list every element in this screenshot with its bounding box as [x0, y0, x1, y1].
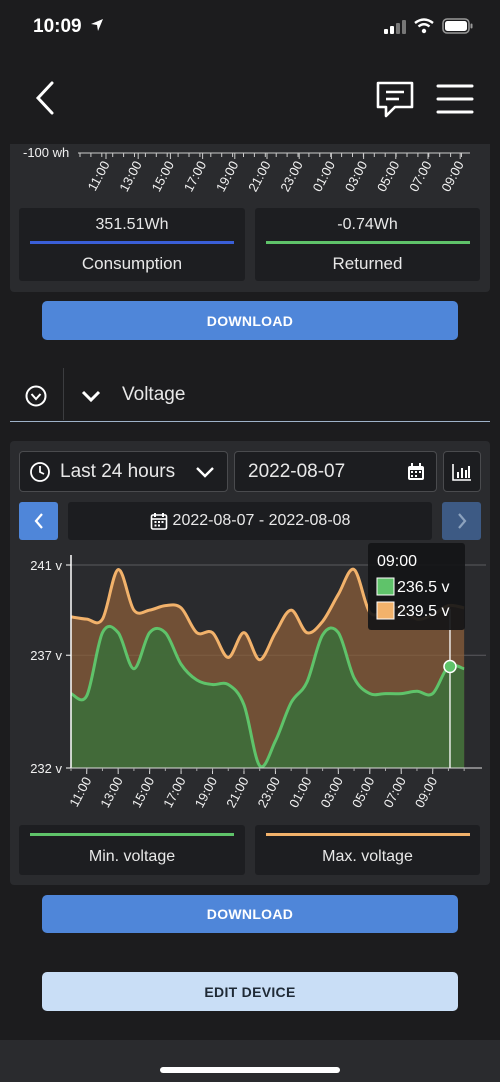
x-tick-label: 09:00 [412, 774, 441, 810]
voltage-collapse-button[interactable] [78, 378, 104, 414]
x-tick-label: 13:00 [97, 774, 126, 810]
y-tick-label: 237 v [30, 648, 62, 663]
chevron-down-icon [81, 390, 101, 403]
x-tick-label: 19:00 [192, 774, 221, 810]
legend-min-line [30, 833, 234, 836]
min-voltage-area [71, 626, 465, 768]
menu-button[interactable] [434, 78, 476, 120]
legend-max-voltage[interactable]: Max. voltage [255, 825, 480, 875]
consumption-value: 351.51Wh [95, 216, 169, 233]
energy-x-tick-label: 15:00 [149, 158, 178, 194]
wifi-icon [414, 18, 434, 34]
voltage-chart[interactable]: 241 v 237 v 232 v 11:00 13:00 15:00 17:00 19:0… [10, 541, 490, 821]
message-icon [376, 81, 414, 118]
calendar-icon [150, 513, 167, 530]
chevron-right-icon [457, 513, 466, 529]
previous-period-button[interactable] [19, 502, 58, 540]
date-range-display: 2022-08-07 - 2022-08-08 [68, 502, 432, 540]
next-period-button[interactable] [442, 502, 481, 540]
energy-download-button[interactable]: DOWNLOAD [42, 301, 458, 340]
hover-point [443, 659, 457, 674]
date-input-value: 2022-08-07 [248, 460, 346, 482]
legend-min-label: Min. voltage [88, 848, 176, 865]
bottom-bar [0, 1040, 500, 1082]
x-tick-label: 21:00 [223, 774, 252, 810]
energy-chart-axis: -100 wh 11:00 13:00 15:00 17:00 19:00 21:00 23… [23, 145, 470, 194]
y-tick-label: 241 v [30, 558, 62, 573]
energy-x-tick-label: 23:00 [277, 158, 306, 194]
tooltip-max-swatch [376, 601, 395, 620]
voltage-download-button[interactable]: DOWNLOAD [42, 895, 458, 933]
clock-icon [30, 461, 50, 482]
home-indicator [160, 1067, 340, 1073]
nav-bar [0, 60, 500, 140]
feedback-button[interactable] [372, 76, 418, 122]
chevron-left-icon [34, 513, 43, 529]
tooltip-time: 09:00 [377, 553, 417, 570]
energy-x-tick-label: 09:00 [438, 158, 467, 194]
date-range-text: 2022-08-07 - 2022-08-08 [172, 512, 351, 529]
chevron-down-icon [196, 467, 214, 478]
energy-x-tick-label: 19:00 [213, 158, 242, 194]
voltage-card: Last 24 hours 2022-08-07 2022-08-07 - 20… [10, 441, 490, 885]
range-select-value: Last 24 hours [60, 460, 176, 482]
x-tick-label: 01:00 [286, 774, 315, 810]
status-bar: 10:09 [0, 0, 500, 54]
date-input[interactable]: 2022-08-07 [234, 451, 437, 492]
edit-device-button[interactable]: EDIT DEVICE [42, 972, 458, 1011]
energy-x-tick-label: 07:00 [406, 158, 435, 194]
energy-x-tick-label: 05:00 [374, 158, 403, 194]
x-tick-label: 03:00 [317, 774, 346, 810]
x-tick-label: 15:00 [129, 774, 158, 810]
x-tick-label: 11:00 [66, 774, 94, 809]
energy-x-tick-label: 01:00 [310, 158, 339, 194]
section-title: Voltage [122, 384, 186, 405]
returned-summary: -0.74Wh Returned [255, 208, 480, 281]
energy-card: -100 wh 11:00 13:00 15:00 17:00 19:00 21:00 23… [10, 144, 490, 292]
energy-x-tick-label: 17:00 [181, 158, 210, 194]
status-time: 10:09 [33, 16, 82, 37]
energy-x-tick-label: 13:00 [116, 158, 145, 194]
y-tick-label: 232 v [30, 761, 62, 776]
legend-max-line [265, 833, 470, 836]
voltage-section-header: Voltage [0, 368, 500, 422]
cellular-signal-icon [384, 20, 406, 34]
location-arrow-icon [91, 19, 103, 31]
returned-value: -0.74Wh [337, 216, 398, 233]
x-tick-label: 17:00 [160, 774, 189, 810]
back-button[interactable] [26, 76, 66, 120]
chart-tooltip: 09:00 236.5 v 239.5 v [368, 543, 465, 630]
returned-label: Returned [332, 254, 403, 273]
energy-x-tick-label: 11:00 [85, 158, 113, 193]
section-underline [10, 421, 490, 422]
chevron-left-icon [35, 81, 54, 115]
returned-color-line [265, 241, 470, 244]
energy-x-tick-label: 03:00 [342, 158, 371, 194]
legend-min-voltage[interactable]: Min. voltage [19, 825, 245, 875]
x-tick-label: 23:00 [255, 774, 284, 810]
consumption-color-line [30, 241, 234, 244]
section-divider [63, 368, 64, 420]
tooltip-min-value: 236.5 v [397, 579, 449, 596]
circle-chevron-down-icon [25, 385, 47, 407]
tooltip-max-value: 239.5 v [397, 603, 449, 620]
min-voltage-line [70, 624, 465, 769]
battery-icon [442, 18, 473, 34]
hamburger-menu-icon [436, 84, 474, 114]
chart-type-button[interactable] [443, 451, 481, 492]
x-tick-label: 07:00 [380, 774, 409, 810]
energy-x-tick-label: 21:00 [245, 158, 274, 194]
bar-chart-icon [452, 463, 471, 481]
tooltip-min-swatch [376, 577, 395, 596]
voltage-toggle-button[interactable] [14, 374, 58, 418]
x-tick-label: 05:00 [349, 774, 378, 810]
calendar-icon [408, 463, 424, 480]
consumption-summary: 351.51Wh Consumption [19, 208, 245, 281]
consumption-label: Consumption [81, 254, 183, 273]
legend-max-label: Max. voltage [322, 848, 413, 865]
range-select[interactable]: Last 24 hours [19, 451, 228, 492]
energy-y-tick-label: -100 wh [23, 145, 69, 160]
